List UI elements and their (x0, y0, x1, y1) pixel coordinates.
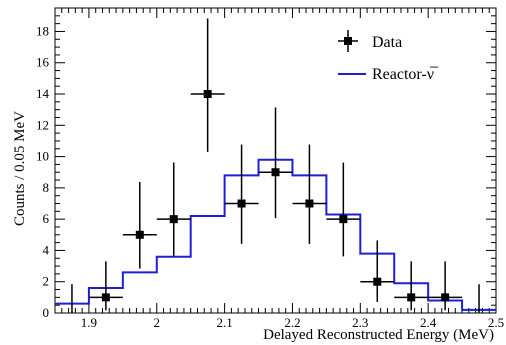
data-point (101, 293, 110, 302)
data-point (271, 168, 280, 177)
x-tick-label: 2 (154, 315, 161, 330)
legend-data-marker (344, 37, 352, 45)
axes (54, 7, 497, 314)
y-tick-label: 2 (43, 274, 50, 289)
data-point (339, 215, 348, 224)
y-axis-title: Counts / 0.05 MeV (12, 111, 28, 226)
y-tick-label: 8 (43, 180, 50, 195)
x-tick-label: 2.5 (488, 315, 504, 330)
y-tick-label: 6 (43, 211, 50, 226)
x-tick-label: 2.3 (352, 315, 368, 330)
x-axis-title: Delayed Reconstructed Energy (MeV) (263, 327, 494, 343)
y-tick-label: 10 (36, 149, 49, 164)
data-point (203, 90, 212, 99)
data-points (71, 18, 480, 313)
plot-frame (54, 7, 497, 314)
tick-labels: 1.9 2 2.1 2.2 2.3 2.4 2.5 0 2 4 6 8 10 12 14 16 18 (36, 23, 504, 330)
data-point (237, 199, 246, 208)
data-point (441, 293, 450, 302)
legend-data-label: Data (372, 34, 402, 51)
y-tick-label: 4 (43, 242, 50, 257)
y-tick-label: 18 (36, 23, 49, 38)
data-point (169, 215, 178, 224)
y-tick-label: 16 (36, 55, 50, 70)
legend: Data Reactor-ν̅ (338, 30, 439, 83)
legend-reactor-label: Reactor-ν̅ (372, 66, 439, 83)
data-point (373, 277, 382, 286)
x-tick-label: 1.9 (81, 315, 97, 330)
y-tick-label: 0 (43, 305, 50, 320)
x-tick-label: 2.1 (216, 315, 232, 330)
data-point (305, 199, 314, 208)
data-point (135, 230, 144, 239)
x-tick-label: 2.2 (284, 315, 300, 330)
y-tick-label: 14 (36, 86, 50, 101)
y-tick-label: 12 (36, 117, 49, 132)
data-point (407, 293, 416, 302)
x-tick-label: 2.4 (420, 315, 437, 330)
